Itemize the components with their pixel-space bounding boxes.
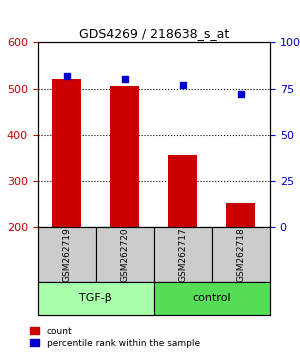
Legend: count, percentile rank within the sample: count, percentile rank within the sample	[28, 325, 202, 349]
FancyBboxPatch shape	[154, 282, 270, 315]
Point	[238, 91, 243, 97]
Bar	[168, 155, 197, 227]
Text: TGF-β: TGF-β	[79, 293, 112, 303]
Bar	[110, 86, 139, 227]
FancyBboxPatch shape	[38, 227, 96, 282]
FancyBboxPatch shape	[212, 227, 270, 282]
Point	[64, 73, 69, 79]
Text: GSM262717: GSM262717	[178, 227, 187, 282]
Bar	[226, 203, 256, 227]
FancyBboxPatch shape	[96, 227, 154, 282]
Text: GSM262719: GSM262719	[62, 227, 71, 282]
FancyBboxPatch shape	[154, 227, 212, 282]
Point	[180, 82, 185, 88]
Title: GDS4269 / 218638_s_at: GDS4269 / 218638_s_at	[79, 27, 229, 40]
Bar	[52, 79, 81, 227]
Point	[122, 76, 127, 82]
Text: GSM262720: GSM262720	[120, 227, 129, 281]
Text: control: control	[193, 293, 231, 303]
Text: GSM262718: GSM262718	[236, 227, 245, 282]
FancyBboxPatch shape	[38, 282, 154, 315]
